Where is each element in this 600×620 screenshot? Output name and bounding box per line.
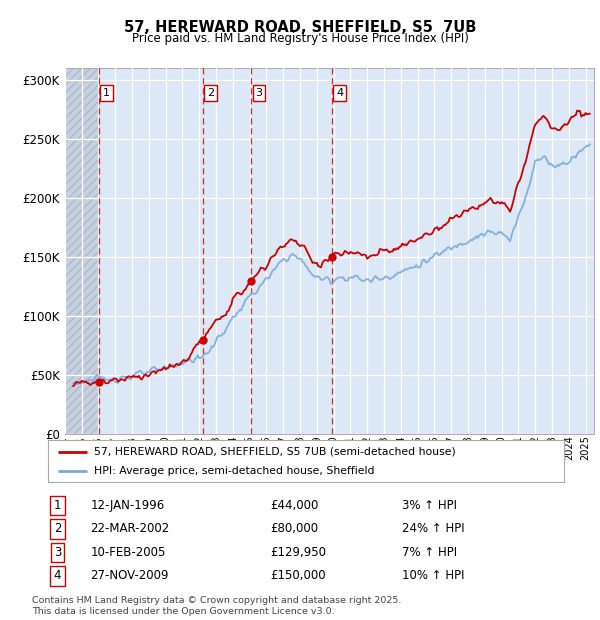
Text: 3% ↑ HPI: 3% ↑ HPI — [402, 499, 457, 512]
Text: 3: 3 — [256, 88, 263, 98]
Text: 27-NOV-2009: 27-NOV-2009 — [90, 569, 169, 582]
Text: £150,000: £150,000 — [270, 569, 325, 582]
Text: HPI: Average price, semi-detached house, Sheffield: HPI: Average price, semi-detached house,… — [94, 466, 375, 476]
Text: 4: 4 — [336, 88, 343, 98]
Text: 24% ↑ HPI: 24% ↑ HPI — [402, 523, 464, 536]
Text: Contains HM Land Registry data © Crown copyright and database right 2025.
This d: Contains HM Land Registry data © Crown c… — [32, 596, 402, 616]
Text: 2: 2 — [54, 523, 61, 536]
Text: £44,000: £44,000 — [270, 499, 318, 512]
Text: 57, HEREWARD ROAD, SHEFFIELD, S5  7UB: 57, HEREWARD ROAD, SHEFFIELD, S5 7UB — [124, 20, 476, 35]
Text: 3: 3 — [54, 546, 61, 559]
Text: 10% ↑ HPI: 10% ↑ HPI — [402, 569, 464, 582]
Text: Price paid vs. HM Land Registry's House Price Index (HPI): Price paid vs. HM Land Registry's House … — [131, 32, 469, 45]
Text: 12-JAN-1996: 12-JAN-1996 — [90, 499, 164, 512]
Text: £80,000: £80,000 — [270, 523, 318, 536]
Text: £129,950: £129,950 — [270, 546, 326, 559]
Text: 1: 1 — [54, 499, 61, 512]
Text: 22-MAR-2002: 22-MAR-2002 — [90, 523, 169, 536]
Text: 4: 4 — [54, 569, 61, 582]
Text: 57, HEREWARD ROAD, SHEFFIELD, S5 7UB (semi-detached house): 57, HEREWARD ROAD, SHEFFIELD, S5 7UB (se… — [94, 446, 456, 456]
Text: 7% ↑ HPI: 7% ↑ HPI — [402, 546, 457, 559]
Bar — [65, 68, 99, 434]
Text: 1: 1 — [103, 88, 110, 98]
Text: 10-FEB-2005: 10-FEB-2005 — [90, 546, 166, 559]
Text: 2: 2 — [207, 88, 214, 98]
